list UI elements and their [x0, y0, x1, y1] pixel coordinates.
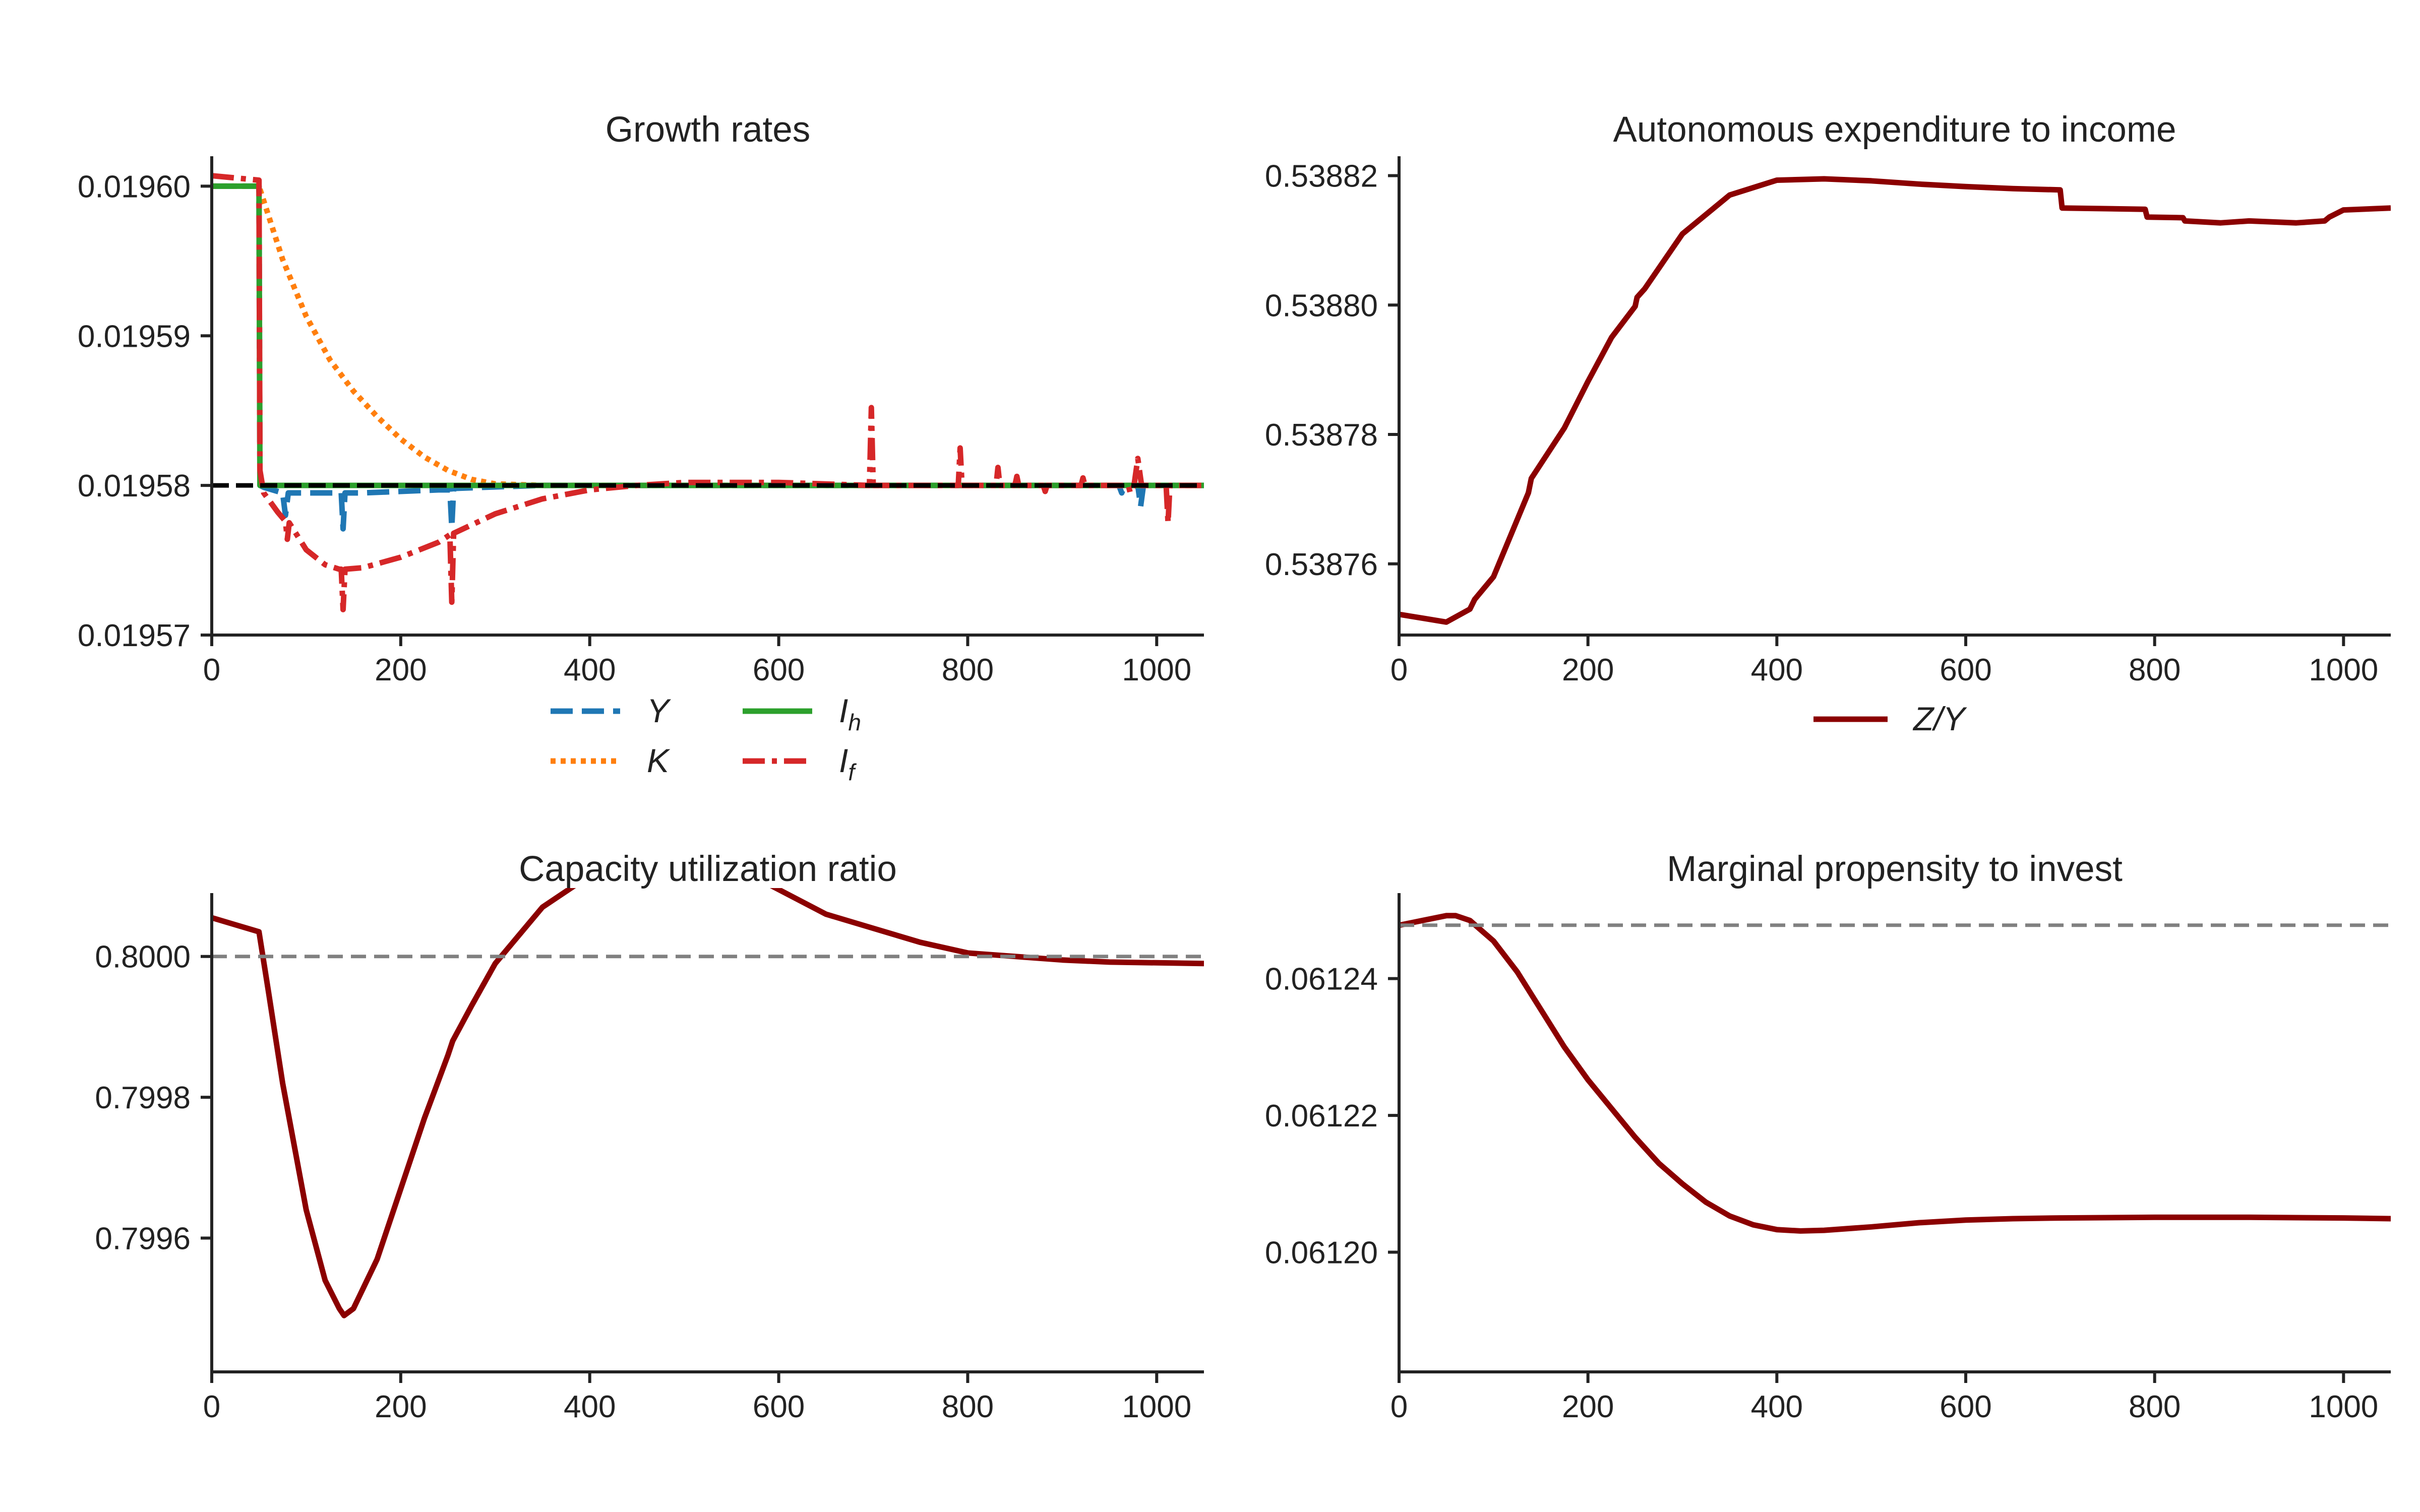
- marginal-propensity-title: Marginal propensity to invest: [1667, 849, 2123, 889]
- growth-x-tick-label: 0: [203, 653, 220, 687]
- growth-series-i-f: [212, 173, 1204, 612]
- autonomous-x-tick-label: 400: [1751, 653, 1803, 687]
- growth-rates-legend: Y K Ih If: [551, 692, 861, 785]
- growth-y-tick-label: 0.01959: [78, 319, 191, 354]
- autonomous-series-group: [1399, 176, 2391, 625]
- legend-label-if: If: [839, 742, 857, 785]
- legend-label-y: Y: [647, 692, 671, 729]
- growth-rates-plot: 0 200 400 600 800 1000 0.01957 0.01958 0.01959 0.…: [78, 156, 1204, 687]
- autonomous-y-tick-label: 0.53876: [1265, 547, 1378, 582]
- growth-x-tick-label: 200: [375, 653, 427, 687]
- mpi-x-tick-label: 400: [1751, 1390, 1803, 1424]
- growth-x-tick-label: 600: [753, 653, 805, 687]
- growth-y-tick-label: 0.01957: [78, 618, 191, 653]
- mpi-series-marginal-propensity-to-invest: [1399, 913, 2391, 1234]
- legend-label-zy: Z/Y: [1912, 700, 1967, 737]
- capacity-y-tick-label: 0.7996: [95, 1222, 191, 1256]
- autonomous-x-tick-label: 200: [1562, 653, 1614, 687]
- marginal-propensity-panel: Marginal propensity to invest 0 200 400 600…: [1265, 849, 2391, 1424]
- autonomous-y-tick-label: 0.53882: [1265, 159, 1378, 194]
- capacity-x-tick-label: 1000: [1122, 1390, 1191, 1424]
- capacity-utilization-panel: Capacity utilization ratio 0 200 400 600 800…: [95, 849, 1204, 1424]
- autonomous-expenditure-plot: 0 200 400 600 800 1000 0.53876 0.53878 0.53880 0.…: [1265, 156, 2391, 687]
- capacity-x-tick-label: 800: [942, 1390, 994, 1424]
- legend-label-ih: Ih: [839, 692, 861, 735]
- growth-series-group: [212, 173, 1204, 612]
- mpi-y-tick-label: 0.06120: [1265, 1236, 1378, 1271]
- mpi-x-tick-label: 0: [1390, 1390, 1408, 1424]
- capacity-x-tick-label: 600: [753, 1390, 805, 1424]
- autonomous-x-tick-label: 0: [1390, 653, 1408, 687]
- growth-rates-title: Growth rates: [606, 110, 810, 150]
- capacity-x-tick-label: 400: [564, 1390, 616, 1424]
- capacity-series-group: [212, 888, 1204, 1318]
- autonomous-x-tick-label: 1000: [2309, 653, 2378, 687]
- autonomous-y-tick-label: 0.53878: [1265, 418, 1378, 453]
- autonomous-expenditure-legend: Z/Y: [1813, 700, 1967, 737]
- capacity-series-capacity-utilization: [212, 888, 1204, 1318]
- autonomous-y-tick-label: 0.53880: [1265, 288, 1378, 323]
- mpi-x-tick-label: 800: [2129, 1390, 2181, 1424]
- growth-rates-panel: Growth rates 0 200 400 600 800 1000 0.01957 0.0…: [78, 110, 1204, 785]
- capacity-utilization-plot: 0 200 400 600 800 1000 0.7996 0.7998 0.8000: [95, 888, 1204, 1424]
- autonomous-x-tick-label: 800: [2129, 653, 2181, 687]
- mpi-x-tick-label: 600: [1940, 1390, 1991, 1424]
- capacity-x-tick-label: 0: [203, 1390, 220, 1424]
- mpi-y-tick-label: 0.06122: [1265, 1099, 1378, 1133]
- legend-label-k: K: [647, 742, 671, 779]
- autonomous-expenditure-title: Autonomous expenditure to income: [1613, 110, 2176, 150]
- growth-series-i-h: [212, 183, 1204, 488]
- mpi-x-tick-label: 1000: [2309, 1390, 2378, 1424]
- growth-y-tick-label: 0.01958: [78, 469, 191, 503]
- mpi-y-tick-label: 0.06124: [1265, 962, 1378, 997]
- mpi-x-tick-label: 200: [1562, 1390, 1614, 1424]
- growth-x-tick-label: 400: [564, 653, 616, 687]
- growth-series-k: [212, 183, 1204, 488]
- growth-x-tick-label: 800: [942, 653, 994, 687]
- capacity-y-tick-label: 0.8000: [95, 940, 191, 975]
- growth-y-tick-label: 0.01960: [78, 169, 191, 204]
- marginal-propensity-plot: 0 200 400 600 800 1000 0.06120 0.06122 0.06124: [1265, 893, 2391, 1424]
- capacity-x-tick-label: 200: [375, 1390, 427, 1424]
- autonomous-x-tick-label: 600: [1940, 653, 1991, 687]
- growth-series-y: [212, 183, 1204, 532]
- capacity-utilization-title: Capacity utilization ratio: [519, 849, 897, 889]
- capacity-y-tick-label: 0.7998: [95, 1081, 191, 1115]
- growth-x-tick-label: 1000: [1122, 653, 1191, 687]
- mpi-series-group: [1399, 913, 2391, 1234]
- autonomous-series-z-y: [1399, 176, 2391, 625]
- autonomous-expenditure-panel: Autonomous expenditure to income 0 200 400…: [1265, 110, 2391, 737]
